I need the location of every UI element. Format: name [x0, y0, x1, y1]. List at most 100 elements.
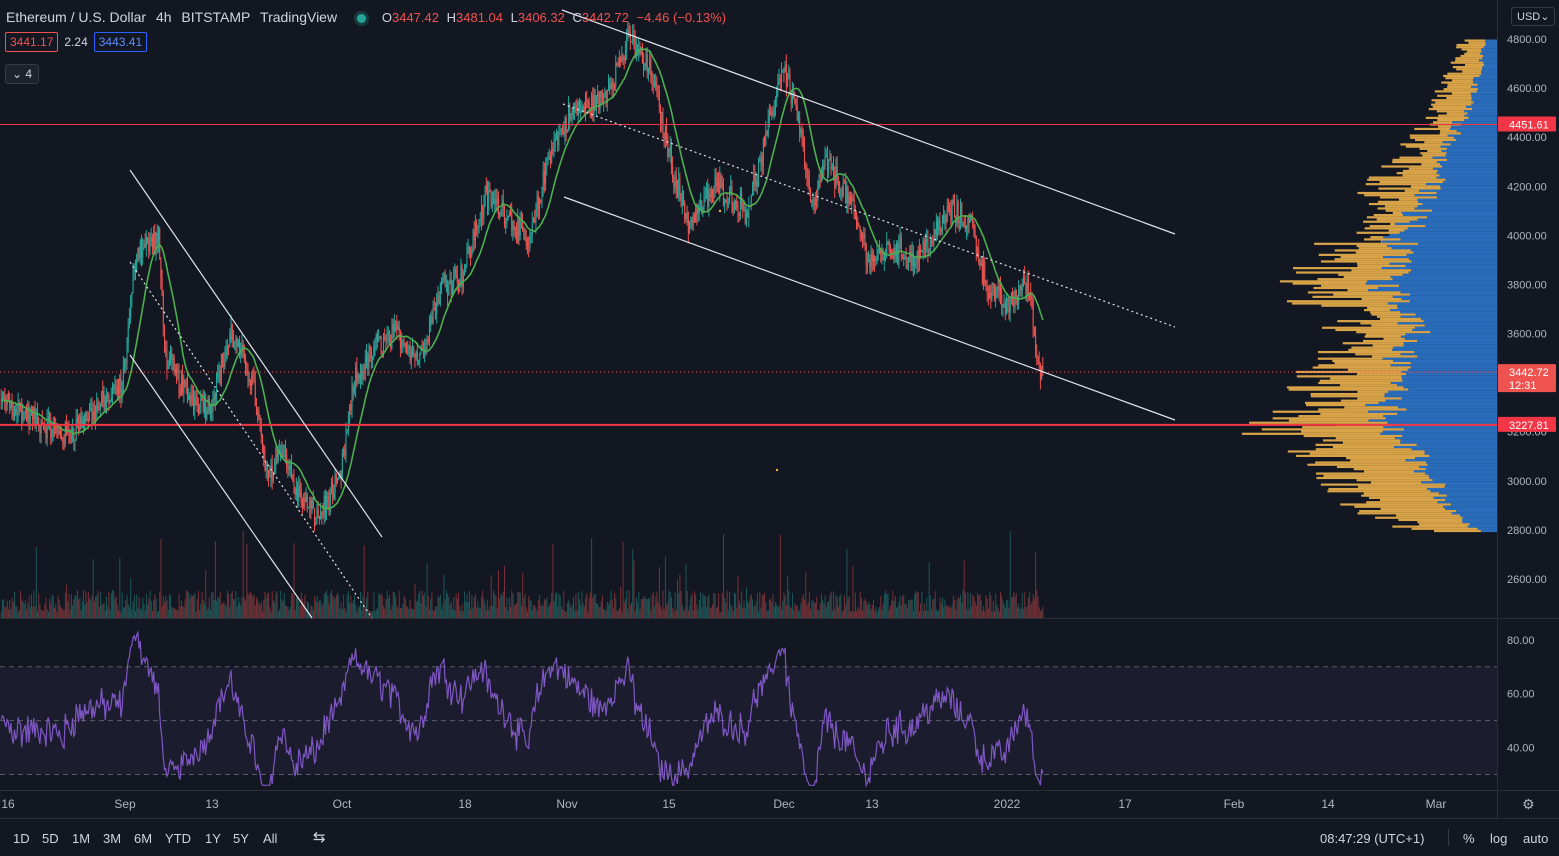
candle-body	[679, 178, 680, 196]
volume-bar	[216, 601, 217, 618]
percent-toggle[interactable]: %	[1463, 831, 1475, 846]
candle-body	[402, 341, 403, 343]
volume-bar	[393, 592, 394, 618]
candle-body	[407, 350, 408, 351]
candle-body	[87, 418, 88, 421]
indicators-toggle[interactable]: ⌄ 4	[5, 64, 39, 84]
candle-body	[609, 84, 610, 89]
volume-bar	[627, 609, 628, 618]
volume-bar	[414, 584, 415, 618]
timeframe-button-5d[interactable]: 5D	[42, 831, 59, 846]
chevron-down-icon: ⌄	[1540, 11, 1549, 23]
candle-body	[684, 203, 685, 219]
vp-up-bar	[1434, 530, 1481, 532]
vp-down-bar	[1425, 453, 1497, 455]
volume-bar	[475, 594, 476, 618]
vp-down-bar	[1383, 256, 1497, 258]
candle-body	[70, 433, 71, 436]
vp-down-bar	[1425, 450, 1497, 452]
timeframe-button-1m[interactable]: 1M	[72, 831, 90, 846]
vp-up-bar	[1357, 232, 1400, 234]
timeframe-button-5y[interactable]: 5Y	[233, 831, 249, 846]
candle-body	[625, 51, 626, 60]
vp-up-bar	[1321, 305, 1397, 307]
candle-body	[546, 164, 547, 166]
volume-bar	[65, 593, 66, 618]
candle-body	[590, 113, 591, 115]
candle-body	[313, 497, 314, 508]
volume-bar	[904, 604, 905, 618]
volume-bar	[725, 603, 726, 618]
volume-bar	[59, 600, 60, 618]
timeframe-button-3m[interactable]: 3M	[103, 831, 121, 846]
volume-bar	[574, 611, 575, 618]
chart-canvas[interactable]: 4800.004600.004400.004200.004000.003800.…	[0, 0, 1559, 818]
timeframe-button-6m[interactable]: 6M	[134, 831, 152, 846]
vp-down-bar	[1430, 331, 1497, 333]
timeframe-button-all[interactable]: All	[263, 831, 277, 846]
replay-icon[interactable]: ⇆	[313, 828, 326, 846]
volume-bar	[285, 606, 286, 618]
candle-body	[619, 58, 620, 65]
volume-bar	[278, 612, 279, 618]
auto-toggle[interactable]: auto	[1523, 831, 1548, 846]
candle-body	[837, 166, 838, 181]
vp-down-bar	[1477, 90, 1497, 92]
candle-body	[46, 428, 47, 439]
volume-bar	[450, 605, 451, 618]
vp-up-bar	[1354, 468, 1426, 470]
candle-body	[838, 181, 839, 185]
timeframe-button-1y[interactable]: 1Y	[205, 831, 221, 846]
volume-bar	[740, 604, 741, 618]
bid-button[interactable]: 3441.17	[5, 32, 58, 52]
candle-body	[516, 228, 517, 243]
candle-body	[809, 180, 810, 187]
candle-body	[554, 141, 555, 151]
vp-down-bar	[1443, 506, 1497, 508]
volume-bar	[343, 595, 344, 618]
candle-body	[817, 183, 818, 200]
volume-bar	[408, 609, 409, 618]
vp-up-bar	[1273, 411, 1368, 413]
symbol-title[interactable]: Ethereum / U.S. Dollar	[6, 9, 146, 25]
candle-body	[563, 130, 564, 135]
log-toggle[interactable]: log	[1490, 831, 1507, 846]
clock[interactable]: 08:47:29 (UTC+1)	[1320, 831, 1424, 846]
volume-bar	[451, 602, 452, 618]
candle-body	[1018, 290, 1019, 303]
volume-bar	[75, 595, 76, 618]
vp-up-bar	[1402, 174, 1439, 176]
volume-bar	[341, 602, 342, 618]
volume-bar	[156, 599, 157, 618]
vp-down-bar	[1383, 431, 1497, 433]
volume-bar	[491, 575, 492, 618]
volume-bar	[880, 596, 881, 618]
volume-bar	[197, 599, 198, 618]
candle-body	[16, 413, 17, 415]
timeframe-button-1d[interactable]: 1D	[13, 831, 30, 846]
vp-down-bar	[1386, 417, 1497, 419]
volume-bar	[353, 600, 354, 618]
volume-bar	[607, 602, 608, 618]
volume-bar	[723, 534, 724, 618]
candle-body	[99, 408, 100, 409]
candle-body	[494, 199, 495, 204]
ask-button[interactable]: 3443.41	[94, 32, 147, 52]
timeframe-button-ytd[interactable]: YTD	[165, 831, 191, 846]
interval-label[interactable]: 4h	[156, 9, 172, 25]
volume-bar	[256, 597, 257, 618]
volume-bar	[300, 607, 301, 618]
settings-gear-icon[interactable]: ⚙	[1522, 796, 1535, 813]
currency-select[interactable]: USD⌄	[1511, 7, 1555, 26]
volume-bar	[537, 611, 538, 618]
vp-down-bar	[1367, 280, 1497, 282]
candle-body	[177, 370, 178, 373]
volume-bar	[897, 607, 898, 618]
volume-bar	[745, 608, 746, 618]
candle-body	[170, 353, 171, 357]
candle-body	[79, 416, 80, 431]
volume-bar	[268, 593, 269, 618]
volume-bar	[1033, 594, 1034, 618]
candle-body	[208, 398, 209, 411]
volume-bar	[337, 593, 338, 618]
